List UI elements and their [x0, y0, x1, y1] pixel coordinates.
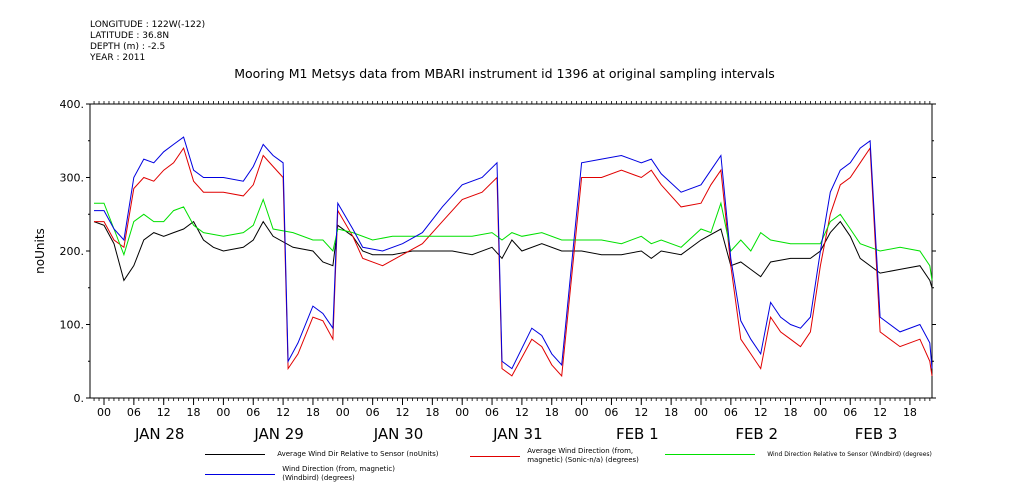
- series-line-2: [94, 198, 933, 281]
- legend-swatch-2: [665, 454, 755, 455]
- meta-latitude: LATITUDE : 36.8N: [90, 31, 170, 41]
- meta-longitude: LONGITUDE : 122W(-122): [90, 20, 206, 30]
- plot-frame: [89, 103, 933, 399]
- x-tick-label: 12: [276, 406, 290, 419]
- legend-label-0: Average Wind Dir Relative to Sensor (noU…: [277, 450, 439, 458]
- metadata-block: LONGITUDE : 122W(-122) LATITUDE : 36.8N …: [90, 20, 205, 64]
- chart-title: Mooring M1 Metsys data from MBARI instru…: [234, 66, 775, 81]
- legend-item-3: Wind Direction (from, magnetic) (Windbir…: [205, 465, 432, 483]
- legend-label-2: Wind Direction Relative to Sensor (Windb…: [767, 451, 932, 458]
- x-tick-label: 00: [97, 406, 111, 419]
- y-tick-label: 100.: [60, 319, 85, 332]
- x-tick-label: 18: [425, 406, 439, 419]
- x-tick-label: 00: [575, 406, 589, 419]
- x-tick-label: 06: [246, 406, 260, 419]
- legend-swatch-0: [205, 454, 265, 455]
- meta-depth: DEPTH (m) : -2.5: [90, 42, 166, 52]
- legend-swatch-3: [205, 473, 275, 475]
- x-tick-label: 12: [396, 406, 410, 419]
- y-tick-label: 0.: [74, 392, 85, 405]
- legend-item-2: Wind Direction Relative to Sensor (Windb…: [665, 450, 952, 460]
- legend-swatch-1: [470, 455, 520, 457]
- day-label: FEB 3: [855, 425, 898, 443]
- x-tick-label: 06: [127, 406, 141, 419]
- series-line-1: [94, 146, 933, 378]
- x-tick-label: 12: [157, 406, 171, 419]
- x-tick-label: 00: [455, 406, 469, 419]
- x-tick-label: 00: [694, 406, 708, 419]
- day-label: FEB 2: [735, 425, 778, 443]
- meta-year: YEAR : 2011: [90, 53, 146, 63]
- day-label: JAN 29: [253, 425, 304, 443]
- legend-item-0: Average Wind Dir Relative to Sensor (noU…: [205, 450, 457, 460]
- legend-label-1: Average Wind Direction (from, magnetic) …: [527, 447, 639, 464]
- day-label: JAN 31: [492, 425, 543, 443]
- x-tick-label: 18: [545, 406, 559, 419]
- x-tick-label: 18: [306, 406, 320, 419]
- x-tick-label: 06: [843, 406, 857, 419]
- series-line-0: [93, 220, 933, 288]
- y-tick-label: 400.: [60, 98, 85, 111]
- x-tick-label: 12: [634, 406, 648, 419]
- x-tick-label: 18: [664, 406, 678, 419]
- x-tick-label: 06: [724, 406, 738, 419]
- day-label: JAN 30: [373, 425, 424, 443]
- y-tick-label: 300.: [60, 172, 85, 185]
- series-line-3: [94, 136, 933, 370]
- x-tick-label: 06: [604, 406, 618, 419]
- day-label: FEB 1: [616, 425, 659, 443]
- x-tick-label: 18: [784, 406, 798, 419]
- y-axis-label: noUnits: [33, 228, 47, 274]
- x-tick-label: 12: [754, 406, 768, 419]
- legend-item-1: Average Wind Direction (from, magnetic) …: [470, 447, 652, 465]
- x-tick-label: 06: [485, 406, 499, 419]
- day-label: JAN 28: [134, 425, 185, 443]
- x-tick-label: 12: [873, 406, 887, 419]
- x-tick-label: 00: [216, 406, 230, 419]
- x-tick-label: 18: [187, 406, 201, 419]
- x-tick-label: 00: [336, 406, 350, 419]
- legend-label-3: Wind Direction (from, magnetic) (Windbir…: [282, 465, 395, 482]
- x-tick-label: 00: [813, 406, 827, 419]
- y-tick-label: 200.: [60, 245, 85, 258]
- x-tick-label: 06: [366, 406, 380, 419]
- x-tick-label: 12: [515, 406, 529, 419]
- x-tick-label: 18: [903, 406, 917, 419]
